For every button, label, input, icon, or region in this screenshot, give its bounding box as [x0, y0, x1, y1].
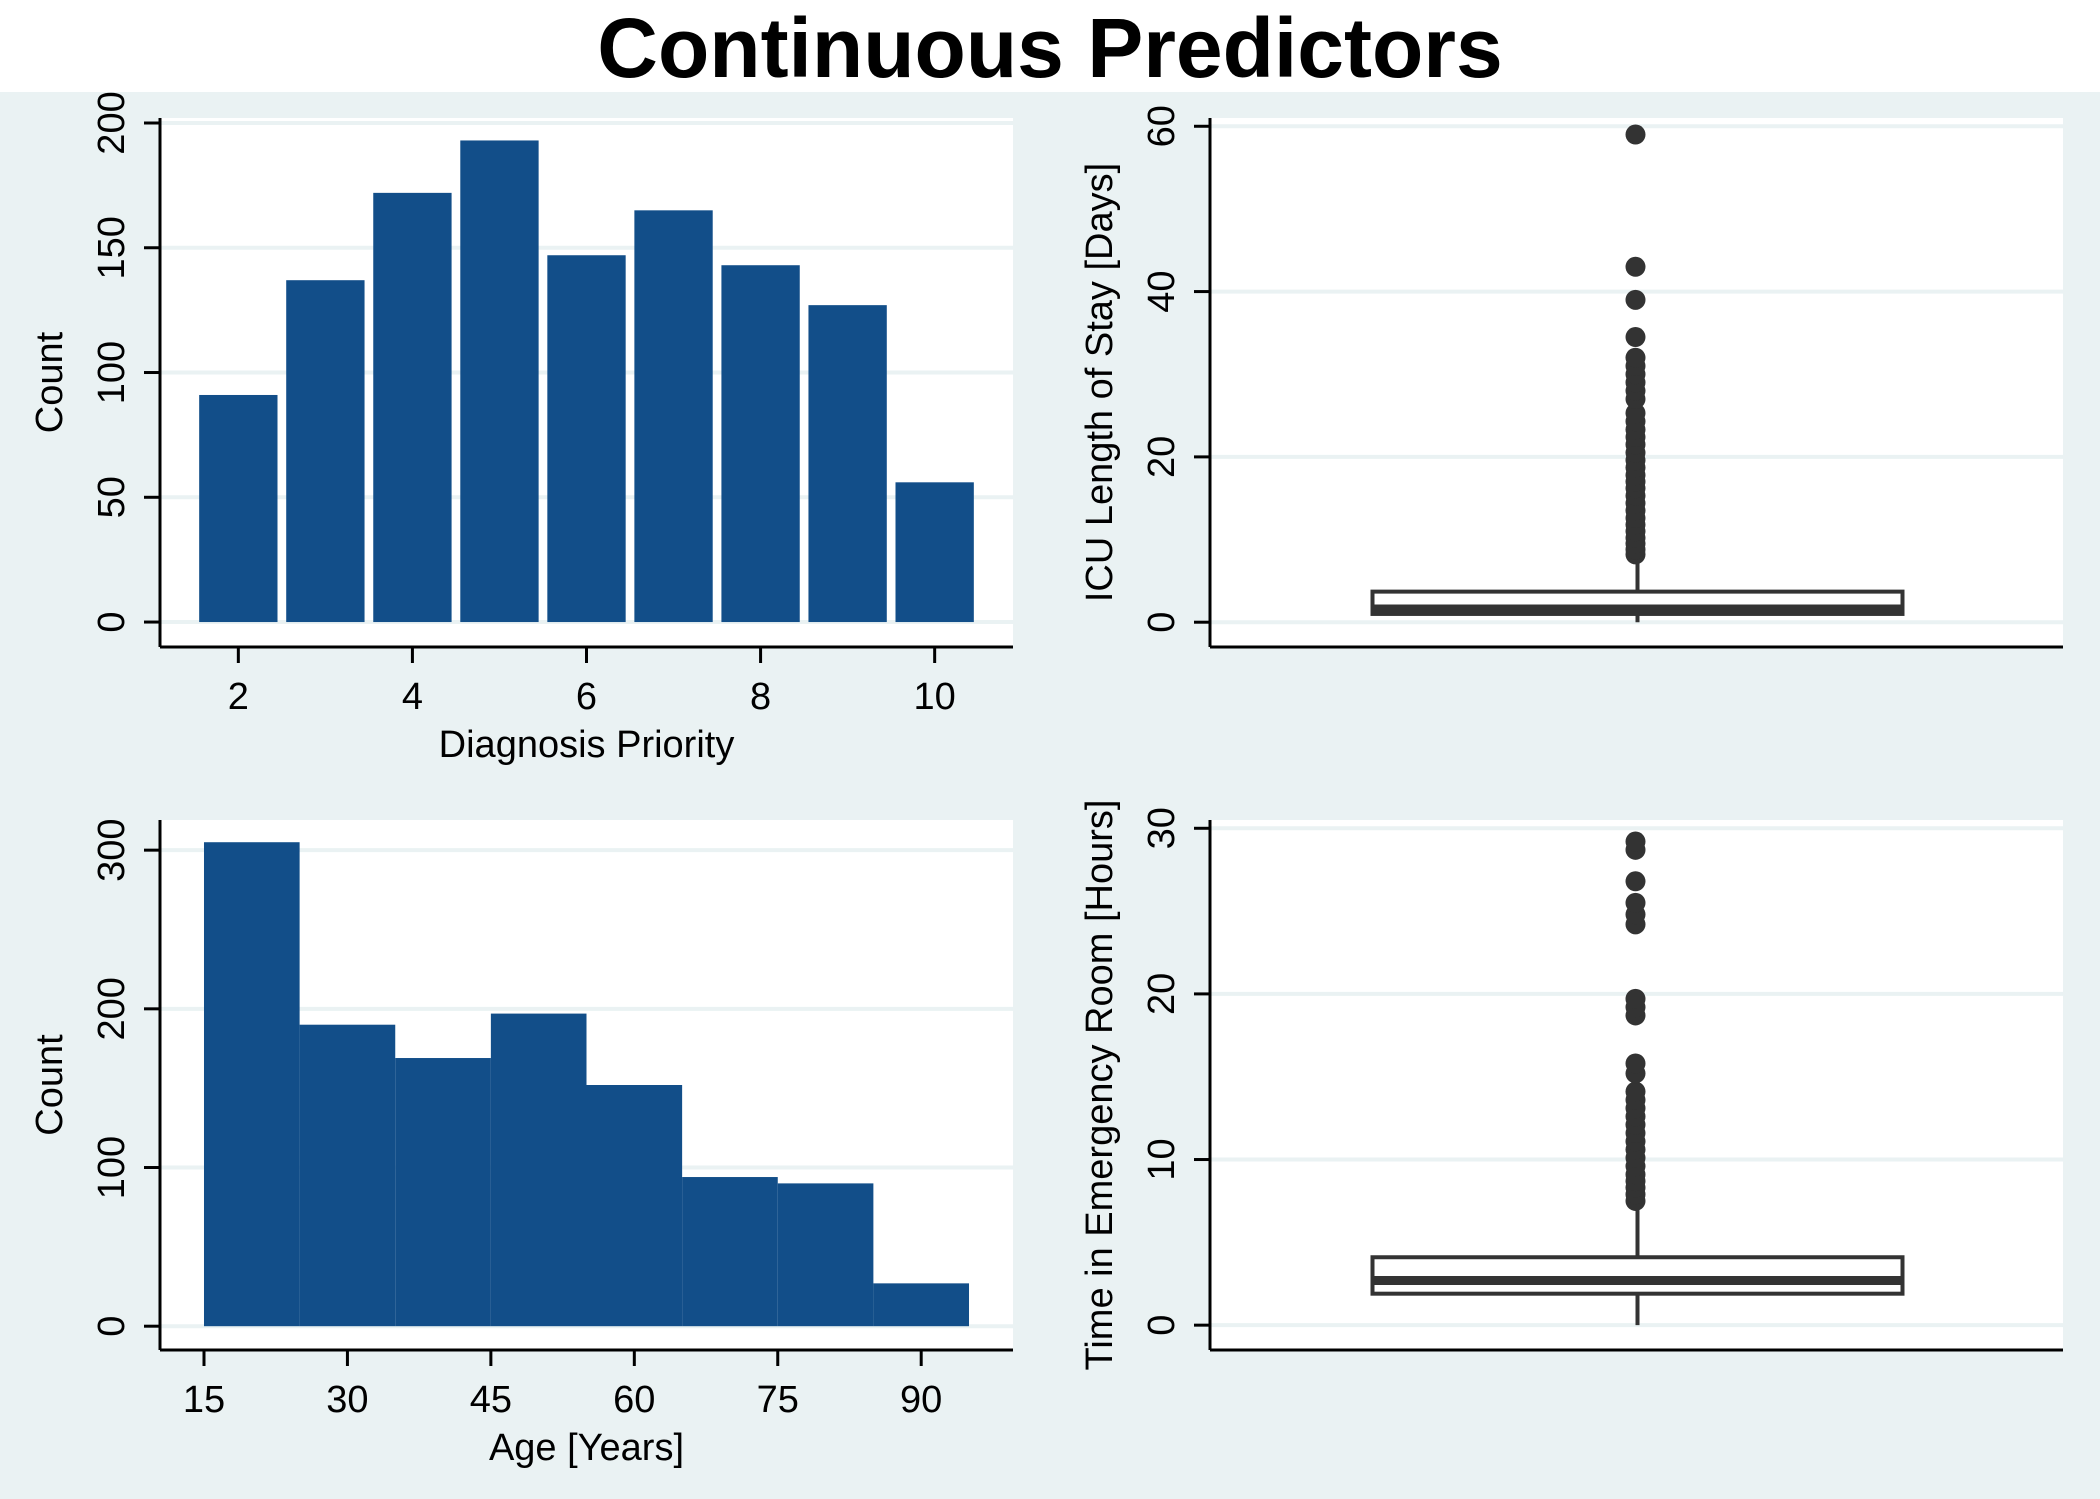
- histogram-bar: [547, 255, 626, 623]
- y-tick-label: 0: [1141, 612, 1183, 633]
- histogram-bar: [299, 1024, 396, 1327]
- y-tick-label: 40: [1141, 270, 1183, 312]
- histogram-bar: [199, 394, 278, 623]
- y-tick-label: 50: [91, 476, 133, 518]
- y-tick-label: 100: [91, 1136, 133, 1199]
- outlier-point: [1625, 256, 1646, 277]
- outlier-point: [1625, 1053, 1646, 1074]
- histogram-bar: [395, 1058, 491, 1327]
- x-axis-title: Diagnosis Priority: [439, 724, 735, 766]
- y-axis-title: ICU Length of Stay [Days]: [1079, 163, 1121, 602]
- histogram-bar: [460, 140, 539, 623]
- outlier-point: [1625, 347, 1646, 368]
- y-tick-label: 300: [91, 818, 133, 881]
- x-tick-label: 90: [900, 1379, 942, 1421]
- x-tick-label: 30: [326, 1379, 368, 1421]
- y-tick-label: 0: [91, 611, 133, 632]
- x-axis-title: Age [Years]: [489, 1427, 684, 1469]
- histogram-bar: [682, 1177, 778, 1327]
- outlier-point: [1625, 988, 1646, 1009]
- histogram-bar: [203, 842, 300, 1327]
- outlier-point: [1625, 403, 1646, 424]
- y-tick-label: 10: [1141, 1138, 1183, 1180]
- box-iqr: [1370, 1255, 1905, 1296]
- y-tick-label: 20: [1141, 436, 1183, 478]
- outlier-point: [1625, 1081, 1646, 1102]
- outlier-point: [1625, 871, 1646, 892]
- x-tick-label: 15: [183, 1379, 225, 1421]
- y-tick-label: 150: [91, 216, 133, 279]
- x-tick-label: 60: [613, 1379, 655, 1421]
- histogram-bar: [490, 1013, 587, 1327]
- y-axis-title: Count: [29, 1034, 71, 1136]
- panel-er: 0 10 20 30 Time in Emergency Room [Hours]: [1079, 800, 2063, 1371]
- x-tick-label: 45: [470, 1379, 512, 1421]
- y-tick-label: 30: [1141, 807, 1183, 849]
- y-tick-label: 20: [1141, 973, 1183, 1015]
- histogram-bar: [873, 1283, 970, 1327]
- outlier-point: [1625, 327, 1646, 348]
- y-tick-label: 200: [91, 91, 133, 154]
- x-tick-label: 8: [750, 676, 771, 718]
- x-tick-label: 2: [228, 676, 249, 718]
- y-tick-label: 0: [1141, 1315, 1183, 1336]
- y-axis-title: Count: [29, 331, 71, 433]
- y-tick-label: 60: [1141, 105, 1183, 147]
- histogram-bar: [895, 482, 974, 623]
- figure-title: Continuous Predictors: [0, 0, 2100, 95]
- outlier-point: [1625, 124, 1646, 145]
- outlier-point: [1625, 831, 1646, 852]
- y-axis-title: Time in Emergency Room [Hours]: [1079, 800, 1121, 1371]
- panel-diag: 0 50 100 150 200 Count 2 4 6 8 10 Diagnosis Priorit…: [29, 91, 1013, 766]
- y-tick-label: 100: [91, 341, 133, 404]
- histogram-bar: [586, 1085, 683, 1327]
- panel-icu: 0 20 40 60 ICU Length of Stay [Days]: [1079, 105, 2063, 649]
- outlier-point: [1625, 892, 1646, 913]
- outlier-point: [1625, 289, 1646, 310]
- histogram-bar: [634, 210, 713, 623]
- histogram-bar: [286, 280, 365, 623]
- y-tick-label: 0: [91, 1316, 133, 1337]
- x-tick-label: 75: [757, 1379, 799, 1421]
- panel-age: 0 100 200 300 Count 15 30 45 60 75 90 Age [Years]: [29, 818, 1013, 1469]
- x-tick-label: 6: [576, 676, 597, 718]
- y-tick-label: 200: [91, 977, 133, 1040]
- histogram-bar: [721, 265, 800, 623]
- x-tick-label: 10: [914, 676, 956, 718]
- histogram-bar: [777, 1183, 874, 1327]
- histogram-bar: [808, 305, 887, 623]
- histogram-bar: [373, 192, 452, 623]
- x-tick-label: 4: [402, 676, 423, 718]
